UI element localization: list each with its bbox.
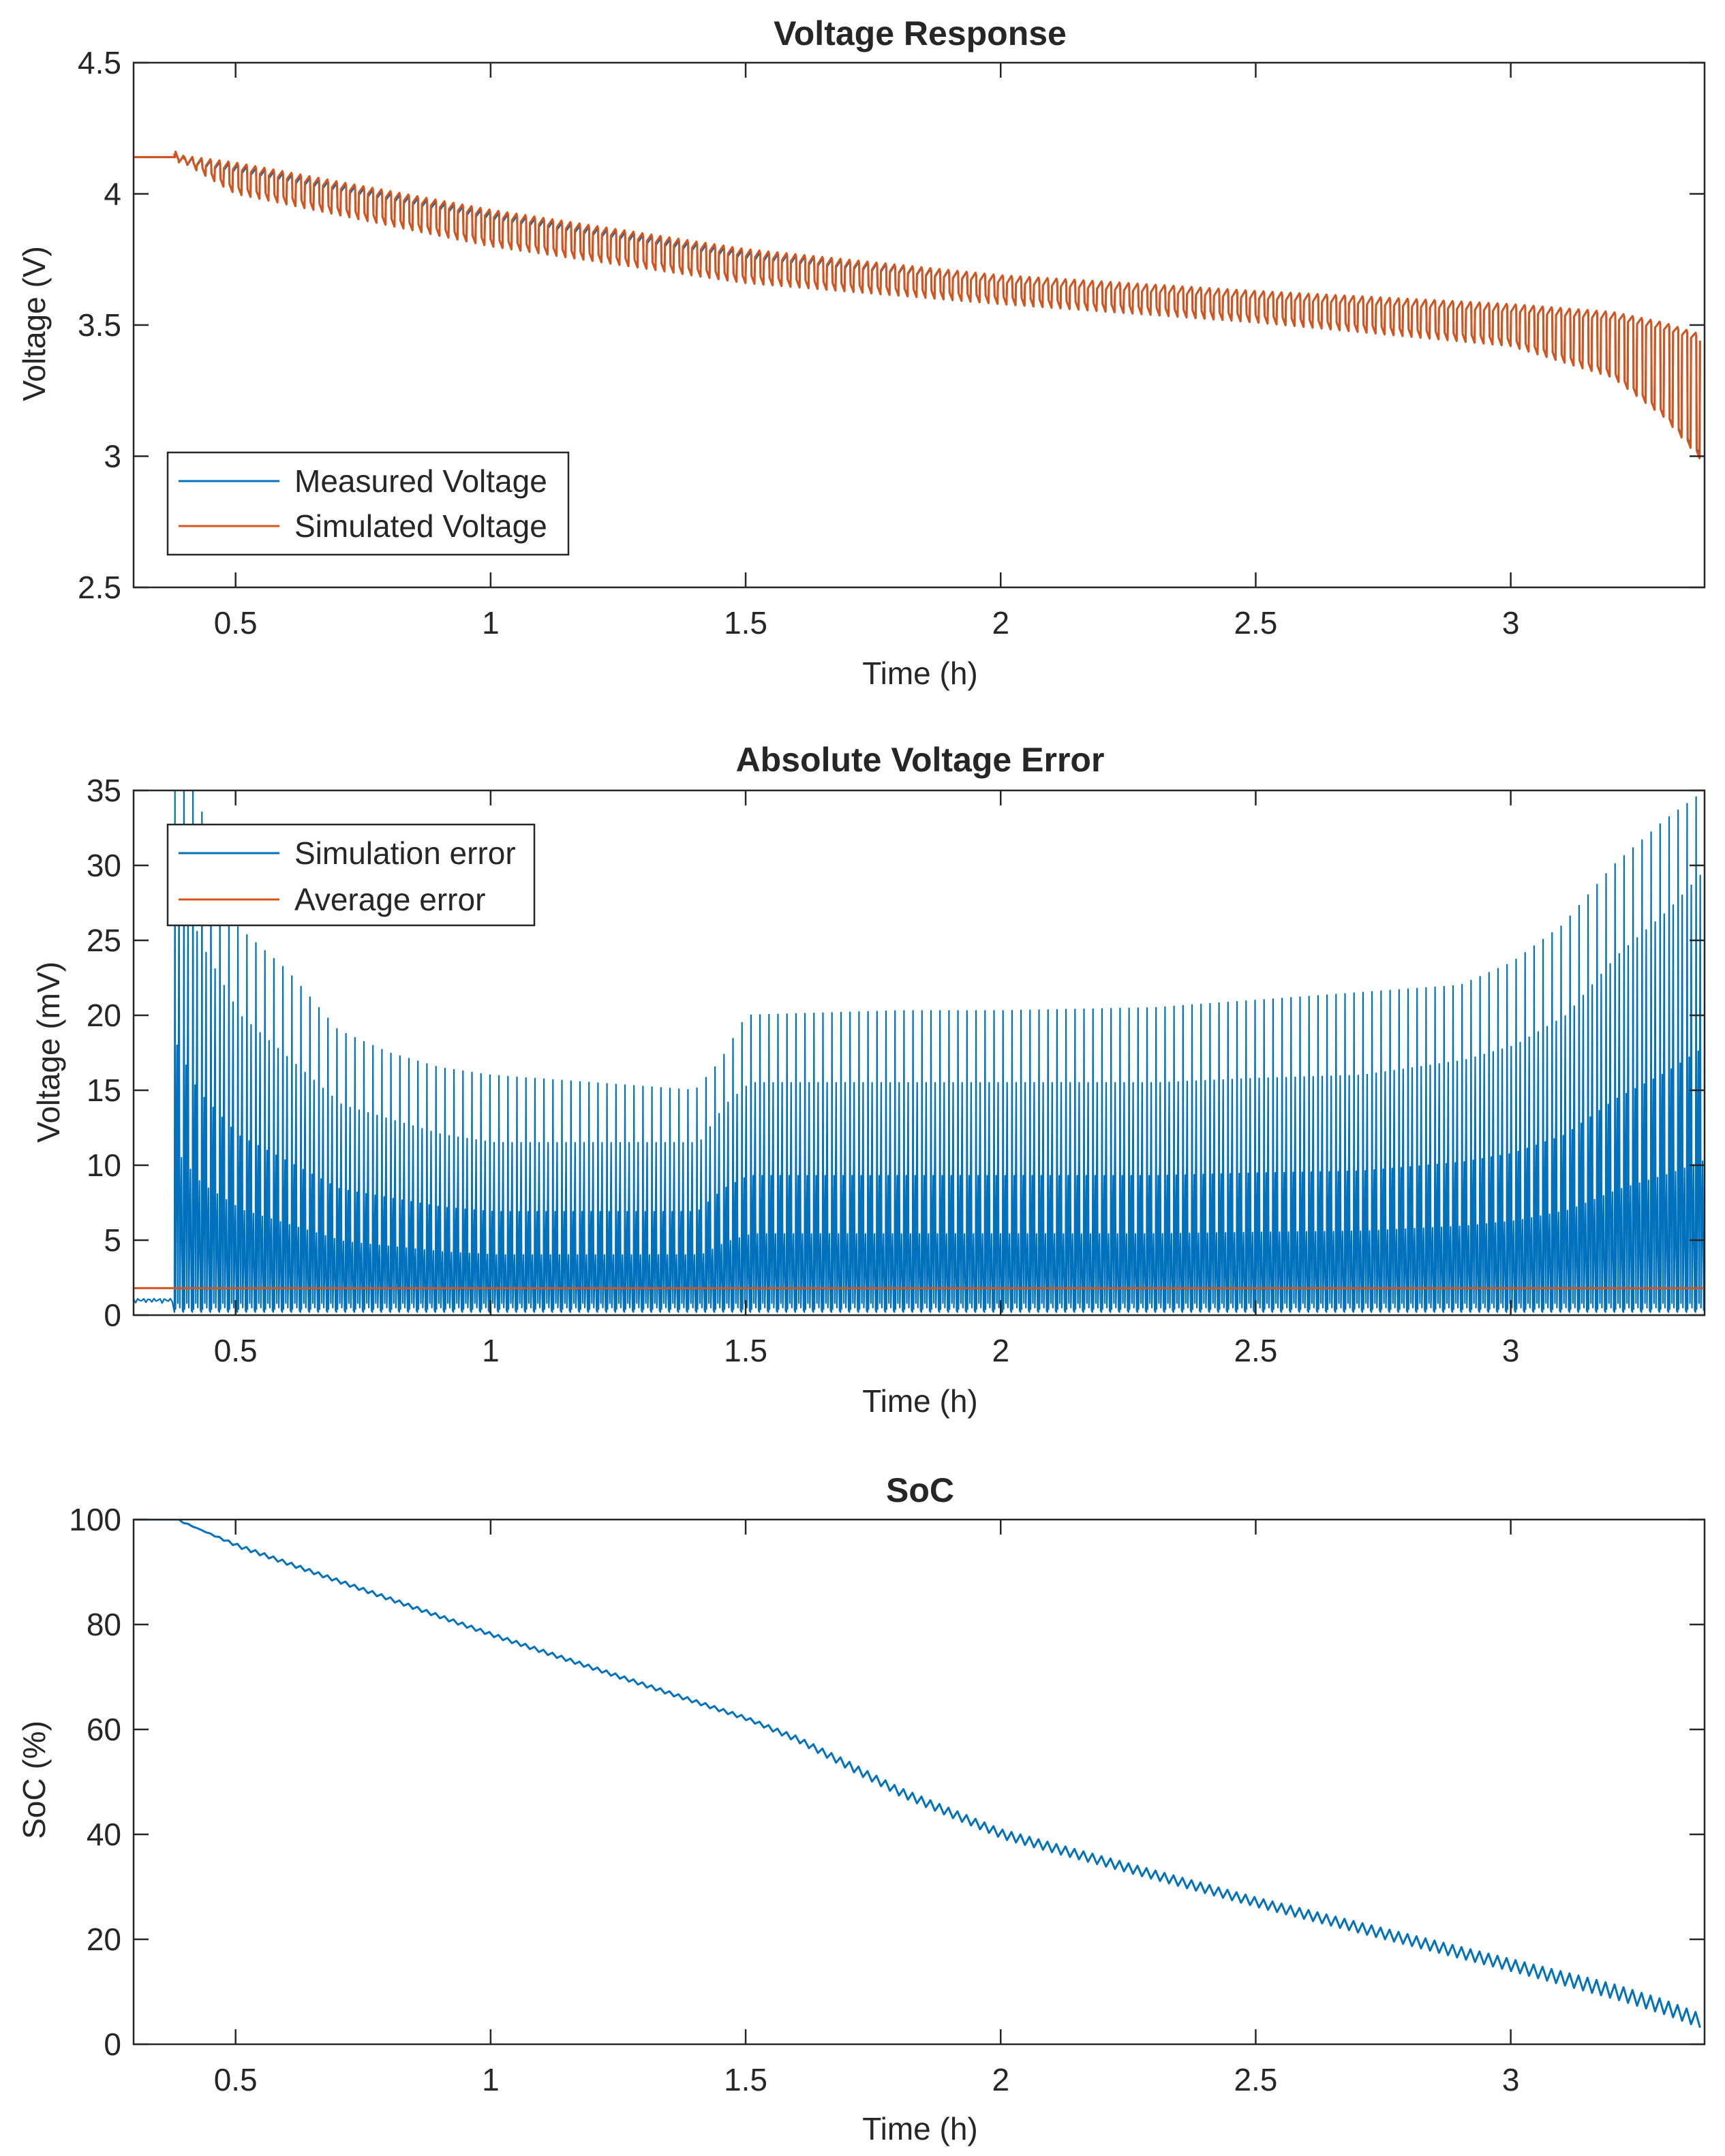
tick-marks: [134, 789, 1705, 1316]
x-tick-label: 1: [482, 1333, 500, 1368]
y-tick-label: 4.5: [78, 45, 121, 80]
plot-area: [134, 1520, 1701, 2029]
x-tick-labels: 0.5 1 1.5 2 2.5 3: [214, 2062, 1520, 2097]
y-tick-label: 80: [87, 1607, 121, 1642]
y-tick-label: 60: [87, 1712, 121, 1747]
plot-area: [134, 151, 1701, 460]
series-simulation-error: [134, 790, 1705, 1313]
legend: Simulation error Average error: [166, 823, 536, 927]
y-tick-label: 40: [87, 1817, 121, 1852]
legend-label-simulated: Simulated Voltage: [294, 508, 547, 544]
plot-title: Absolute Voltage Error: [736, 741, 1105, 779]
legend: Measured Voltage Simulated Voltage: [166, 451, 570, 556]
y-tick-label: 25: [87, 923, 121, 958]
y-tick-label: 5: [104, 1222, 121, 1258]
y-tick-label: 35: [87, 773, 121, 808]
x-tick-label: 1: [482, 605, 500, 641]
x-tick-label: 0.5: [214, 1333, 258, 1368]
tick-marks: [134, 1518, 1705, 2046]
x-tick-label: 2.5: [1234, 2062, 1277, 2097]
x-tick-label: 0.5: [214, 605, 258, 641]
plot-area: [134, 790, 1705, 1313]
x-tick-labels: 0.5 1 1.5 2 2.5 3: [214, 605, 1520, 641]
axes-frame: [132, 789, 1706, 1316]
y-axis-label: Voltage (V): [16, 246, 52, 401]
x-tick-label: 2: [992, 605, 1009, 641]
y-tick-label: 3.5: [78, 307, 121, 343]
plot-title: Voltage Response: [774, 14, 1067, 52]
y-tick-label: 100: [69, 1502, 121, 1537]
y-axis-label: Voltage (mV): [31, 961, 66, 1143]
y-tick-labels: 0 5 10 15 20 25 30 35: [87, 773, 121, 1333]
x-tick-label: 3: [1502, 605, 1520, 641]
y-tick-label: 0: [104, 1297, 121, 1333]
x-tick-label: 0.5: [214, 2062, 258, 2097]
voltage-response-plot: Voltage Response 0.5 1 1.5 2 2.5 3 2.5 3 3.5 4 4.…: [16, 14, 1706, 691]
x-tick-label: 2.5: [1234, 1333, 1277, 1368]
x-tick-label: 3: [1502, 1333, 1520, 1368]
y-tick-label: 2.5: [78, 570, 121, 605]
legend-box: [166, 823, 536, 927]
y-tick-labels: 2.5 3 3.5 4 4.5: [78, 45, 121, 605]
x-tick-label: 1: [482, 2062, 500, 2097]
tick-marks: [134, 61, 1705, 589]
x-axis-label: Time (h): [862, 1383, 978, 1419]
x-tick-label: 2: [992, 2062, 1009, 2097]
legend-label-average-error: Average error: [294, 882, 485, 917]
series-simulated-voltage: [134, 151, 1701, 460]
x-tick-labels: 0.5 1 1.5 2 2.5 3: [214, 1333, 1520, 1368]
y-axis-label: SoC (%): [16, 1721, 52, 1839]
y-tick-label: 15: [87, 1073, 121, 1108]
y-tick-label: 20: [87, 998, 121, 1033]
x-tick-label: 2: [992, 1333, 1009, 1368]
x-tick-label: 3: [1502, 2062, 1520, 2097]
y-tick-label: 0: [104, 2027, 121, 2062]
x-tick-label: 2.5: [1234, 605, 1277, 641]
y-tick-label: 3: [104, 439, 121, 474]
soc-plot: SoC 0.5 1 1.5 2 2.5 3 0 20 40 60 80 100 Time (h) S…: [16, 1471, 1706, 2146]
x-tick-label: 1.5: [724, 2062, 767, 2097]
legend-box: [166, 451, 570, 556]
y-tick-label: 30: [87, 848, 121, 883]
plot-title: SoC: [886, 1471, 954, 1509]
series-soc: [134, 1520, 1701, 2029]
x-tick-label: 1.5: [724, 605, 767, 641]
y-tick-label: 4: [104, 176, 121, 212]
y-tick-labels: 0 20 40 60 80 100: [69, 1502, 121, 2062]
y-tick-label: 20: [87, 1922, 121, 1957]
x-axis-label: Time (h): [862, 2111, 978, 2146]
absolute-voltage-error-plot: Absolute Voltage Error 0.5 1 1.5 2 2.5 3 0 5 10…: [31, 741, 1706, 1419]
legend-label-measured: Measured Voltage: [294, 463, 547, 499]
y-tick-label: 10: [87, 1148, 121, 1183]
legend-label-simulation-error: Simulation error: [294, 835, 516, 871]
x-tick-label: 1.5: [724, 1333, 767, 1368]
axes-frame: [132, 1518, 1706, 2046]
x-axis-label: Time (h): [862, 656, 978, 691]
